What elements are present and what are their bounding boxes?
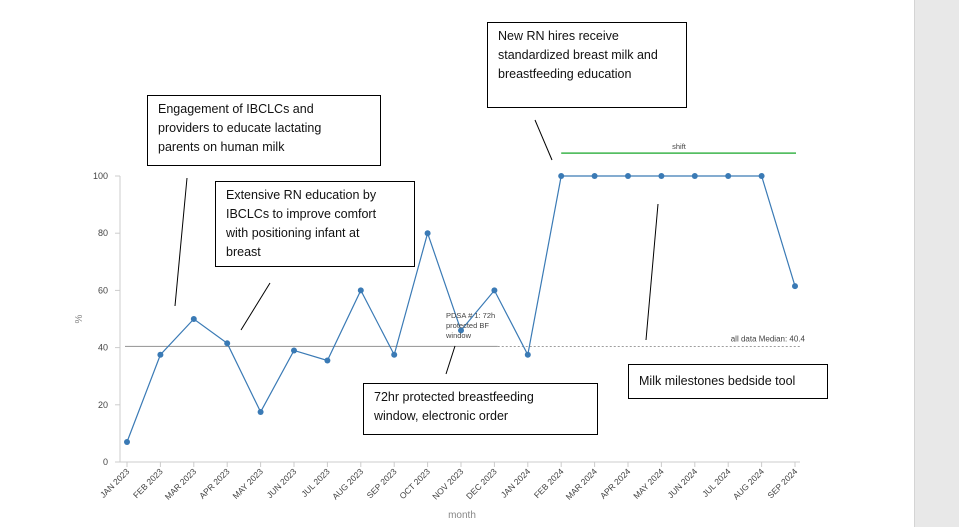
callout-ibclc-text: Engagement of IBCLCs and providers to ed… — [158, 102, 322, 154]
pdsa-annotation-line: window — [445, 331, 472, 340]
x-tick-label: FEB 2024 — [532, 466, 566, 500]
callout-milk-milestones: Milk milestones bedside tool — [628, 364, 828, 399]
data-point — [357, 287, 364, 294]
connector-new-rn-hires — [534, 119, 553, 161]
y-tick-label: 0 — [103, 457, 108, 467]
data-point — [658, 173, 665, 179]
x-tick-label: JUL 2023 — [299, 466, 332, 499]
x-tick-label: DEC 2023 — [464, 466, 499, 501]
data-point — [491, 287, 498, 294]
data-point — [324, 357, 331, 364]
pdsa-annotation-line: protected BF — [446, 321, 489, 330]
data-point — [591, 173, 598, 179]
x-tick-label: JUN 2024 — [665, 466, 699, 500]
x-tick-label: NOV 2023 — [430, 466, 465, 501]
data-point — [625, 173, 631, 179]
x-axis-title: month — [448, 510, 476, 521]
data-point — [524, 351, 531, 358]
data-point — [291, 347, 297, 354]
x-tick-label: OCT 2023 — [397, 466, 432, 501]
x-tick-label: APR 2023 — [197, 466, 232, 501]
x-tick-label: MAR 2024 — [564, 466, 600, 502]
y-tick-label: 100 — [93, 171, 108, 181]
data-point — [424, 230, 431, 237]
x-tick-label: AUG 2023 — [330, 466, 365, 501]
pdsa-annotation: PDSA # 1: 72h protected BF window — [445, 311, 495, 340]
x-tick-label: JUL 2024 — [700, 466, 733, 499]
y-axis-title: % — [74, 314, 85, 323]
data-point — [558, 173, 565, 179]
data-point — [758, 173, 765, 179]
connector-milk-milestones — [645, 203, 659, 341]
callout-protected-window-text: 72hr protected breastfeeding window, ele… — [374, 390, 534, 423]
x-tick-label: JAN 2023 — [98, 466, 132, 500]
data-point — [458, 327, 464, 334]
callout-milk-milestones-text: Milk milestones bedside tool — [639, 374, 796, 388]
y-tick-label: 40 — [98, 343, 108, 353]
data-point — [725, 173, 732, 179]
connector-ibclc — [174, 177, 188, 307]
callout-ibclc-engagement: Engagement of IBCLCs and providers to ed… — [147, 95, 381, 166]
callout-new-rn-hires: New RN hires receive standardized breast… — [487, 22, 687, 108]
data-point — [792, 283, 798, 290]
connector-rn-education — [240, 282, 271, 331]
x-tick-label: JUN 2023 — [265, 466, 299, 500]
data-point — [190, 316, 197, 322]
median-label: all data Median: 40.4 — [731, 334, 806, 343]
shift-label: shift — [672, 142, 687, 151]
callout-rn-education: Extensive RN education by IBCLCs to impr… — [215, 181, 415, 267]
x-tick-label: FEB 2023 — [131, 466, 165, 500]
x-tick-label: AUG 2024 — [731, 466, 766, 501]
connector-protected-window — [445, 345, 456, 375]
x-tick-label: SEP 2023 — [365, 466, 399, 500]
data-point — [691, 173, 698, 179]
x-tick-label: MAY 2023 — [230, 466, 265, 501]
y-tick-label: 80 — [98, 228, 108, 238]
x-tick-label: APR 2024 — [598, 466, 633, 501]
x-tick-label: MAY 2024 — [631, 466, 666, 501]
data-point — [224, 340, 231, 347]
y-tick-label: 60 — [98, 285, 108, 295]
data-point — [124, 438, 130, 445]
callout-new-rn-hires-text: New RN hires receive standardized breast… — [498, 29, 658, 81]
data-point — [157, 351, 164, 358]
data-point — [257, 408, 264, 415]
x-tick-label: MAR 2023 — [163, 466, 199, 502]
callout-rn-education-text: Extensive RN education by IBCLCs to impr… — [226, 188, 377, 259]
x-tick-label: JAN 2024 — [499, 466, 533, 500]
pdsa-annotation-line: PDSA # 1: 72h — [446, 311, 495, 320]
callout-protected-window: 72hr protected breastfeeding window, ele… — [363, 383, 598, 435]
vertical-scrollbar[interactable] — [914, 0, 959, 527]
data-point — [391, 351, 398, 358]
y-tick-label: 20 — [98, 400, 108, 410]
x-tick-label: SEP 2024 — [765, 466, 799, 500]
